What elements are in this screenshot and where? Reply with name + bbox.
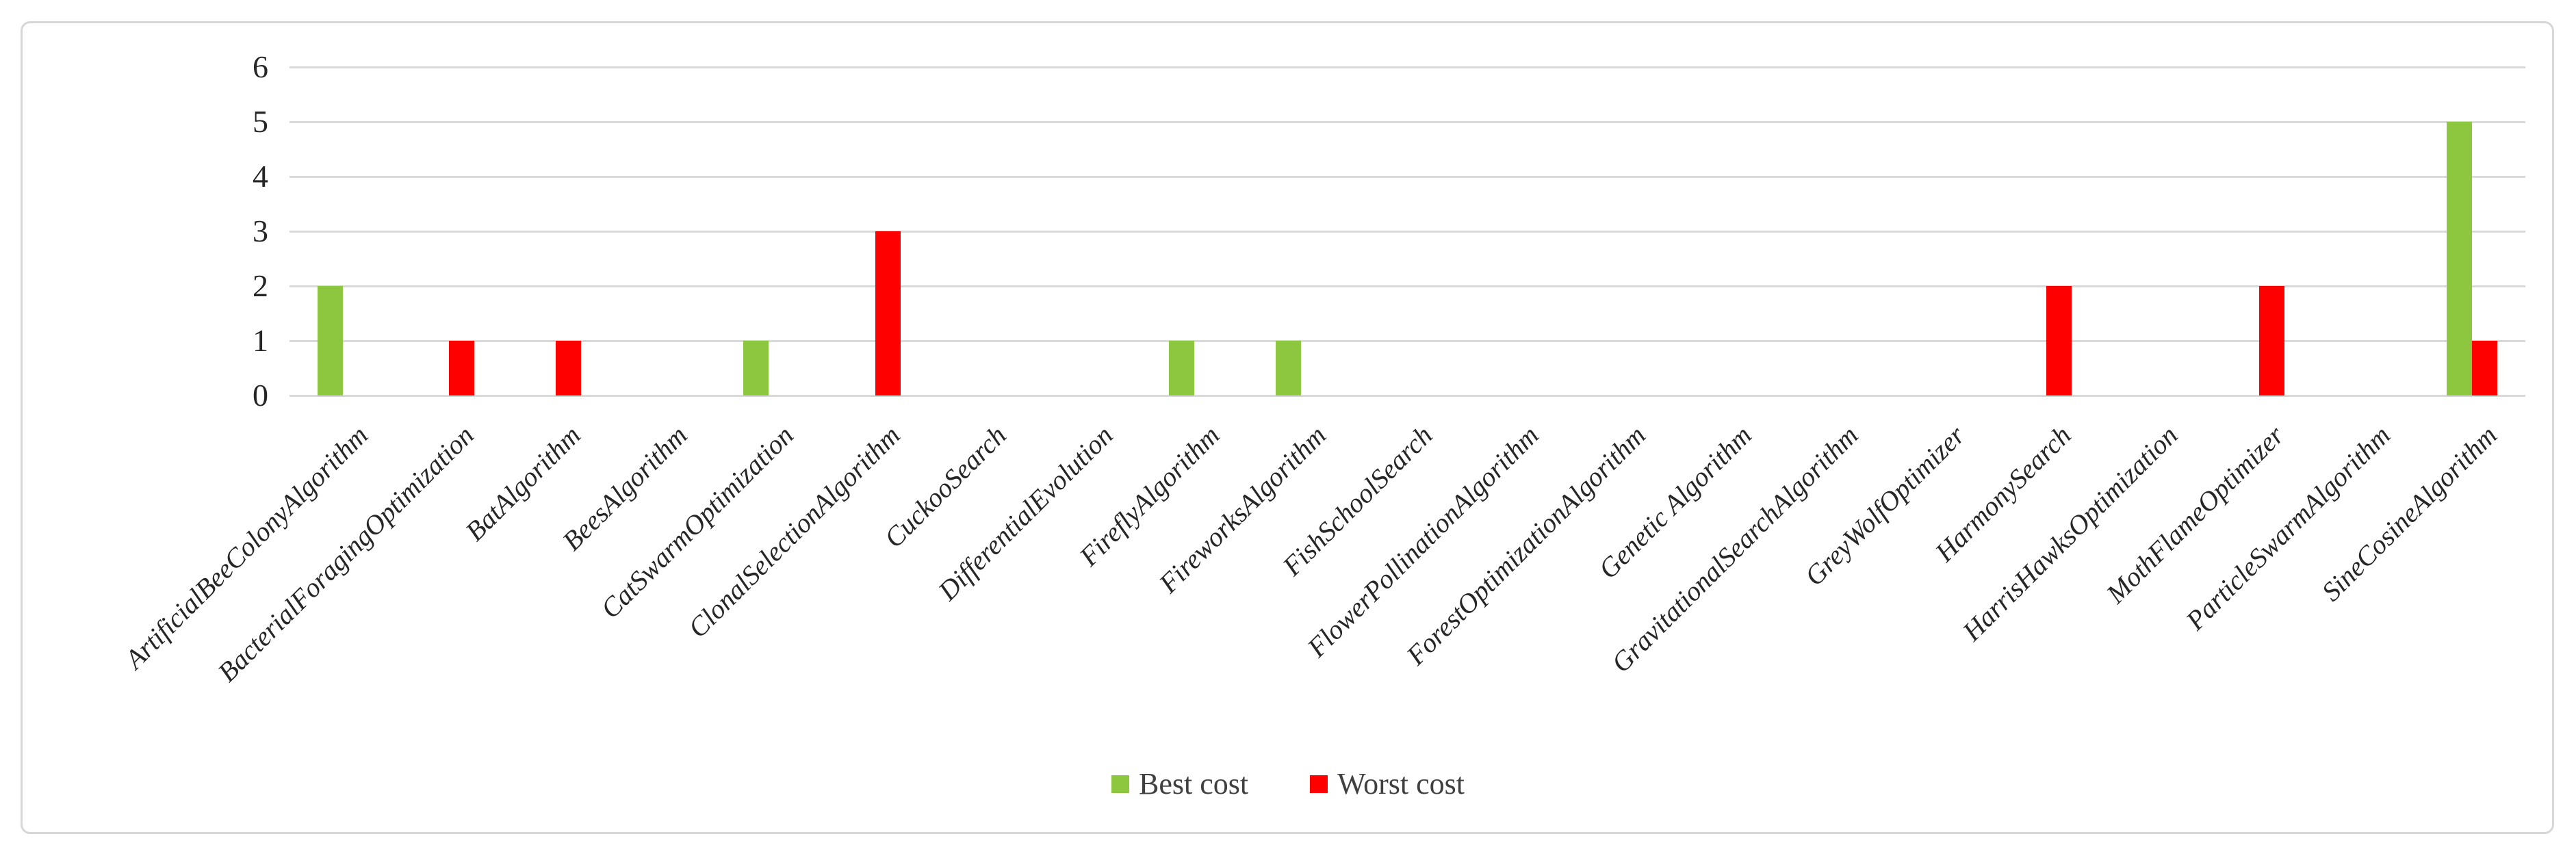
y-tick-label: 2 — [253, 268, 268, 303]
y-tick-label: 1 — [253, 323, 268, 358]
legend-swatch-best-cost — [1111, 775, 1129, 793]
legend-label: Best cost — [1139, 767, 1249, 801]
y-tick-label: 4 — [253, 159, 268, 194]
gridline-y5 — [289, 121, 2525, 123]
chart-border — [21, 21, 2554, 834]
bar-worst-cost — [2259, 286, 2285, 395]
gridline-y3 — [289, 231, 2525, 233]
legend-item: Worst cost — [1310, 768, 1465, 801]
gridline-y1 — [289, 340, 2525, 342]
bar-best-cost — [2447, 122, 2473, 395]
bar-worst-cost — [2472, 341, 2498, 395]
bar-best-cost — [743, 341, 769, 395]
y-tick-label: 0 — [253, 378, 268, 413]
bar-worst-cost — [555, 341, 581, 395]
bar-best-cost — [1275, 341, 1301, 395]
bar-best-cost — [1169, 341, 1195, 395]
bar-worst-cost — [2046, 286, 2072, 395]
gridline-y2 — [289, 285, 2525, 287]
legend-item: Best cost — [1111, 768, 1248, 801]
y-tick-label: 5 — [253, 104, 268, 139]
y-tick-label: 6 — [253, 49, 268, 84]
y-tick-label: 3 — [253, 213, 268, 248]
gridline-y4 — [289, 176, 2525, 178]
gridline-y0 — [289, 395, 2525, 397]
legend: Best cost Worst cost — [0, 768, 2576, 801]
bar-worst-cost — [449, 341, 475, 395]
legend-label: Worst cost — [1337, 767, 1465, 801]
legend-swatch-worst-cost — [1310, 775, 1328, 793]
gridline-y6 — [289, 66, 2525, 68]
bar-best-cost — [317, 286, 343, 395]
bar-worst-cost — [875, 231, 901, 395]
